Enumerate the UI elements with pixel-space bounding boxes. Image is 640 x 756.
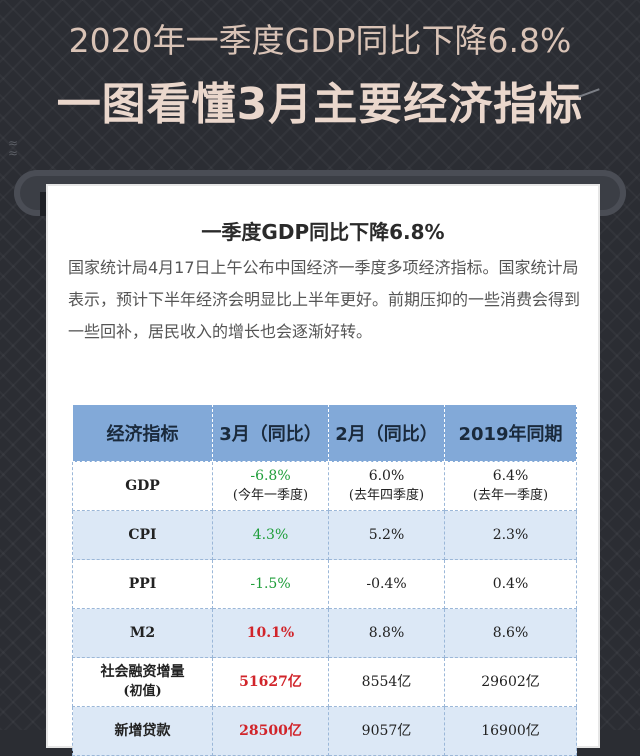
table-header-row: 经济指标 3月（同比） 2月（同比） 2019年同期 xyxy=(72,404,577,462)
card-title: 一季度GDP同比下降6.8% xyxy=(201,220,445,244)
row-name: GDP xyxy=(72,461,213,511)
table-row: 新增贷款 28500亿 9057亿 16900亿 xyxy=(72,706,577,756)
cell-2019: 6.4% (去年一季度) xyxy=(444,461,577,511)
cell-february: 6.0% (去年四季度) xyxy=(328,461,445,511)
cell-february: -0.4% xyxy=(328,559,445,609)
cell-march: 10.1% xyxy=(212,608,329,658)
cell-2019: 16900亿 xyxy=(444,706,577,756)
cell-february: 8554亿 xyxy=(328,657,445,707)
content-card: 一季度GDP同比下降6.8% 国家统计局4月17日上午公布中国经济一季度多项经济… xyxy=(48,186,598,756)
cell-2019: 2.3% xyxy=(444,510,577,560)
cell-march: 51627亿 xyxy=(212,657,329,707)
row-name: PPI xyxy=(72,559,213,609)
row-name: 新增贷款 xyxy=(72,706,213,756)
row-name: CPI xyxy=(72,510,213,560)
zigzag-decoration: ≈ ≈ xyxy=(8,136,19,160)
cell-february: 9057亿 xyxy=(328,706,445,756)
header-march: 3月（同比） xyxy=(212,404,329,462)
cell-february: 5.2% xyxy=(328,510,445,560)
table-row: M2 10.1% 8.8% 8.6% xyxy=(72,608,577,658)
cell-2019: 8.6% xyxy=(444,608,577,658)
cell-2019: 0.4% xyxy=(444,559,577,609)
cell-2019: 29602亿 xyxy=(444,657,577,707)
row-name: M2 xyxy=(72,608,213,658)
header-indicator: 经济指标 xyxy=(72,404,213,462)
table-row: 社会融资增量 (初值) 51627亿 8554亿 29602亿 xyxy=(72,657,577,707)
table-row: CPI 4.3% 5.2% 2.3% xyxy=(72,510,577,560)
cell-march: 28500亿 xyxy=(212,706,329,756)
header-february: 2月（同比） xyxy=(328,404,445,462)
headline-main: 一图看懂3月主要经济指标 xyxy=(56,79,584,130)
intro-paragraph: 国家统计局4月17日上午公布中国经济一季度多项经济指标。国家统计局表示，预计下半… xyxy=(68,258,581,341)
indicator-table: 经济指标 3月（同比） 2月（同比） 2019年同期 GDP -6.8% (今年一… xyxy=(72,404,577,756)
row-name: 社会融资增量 (初值) xyxy=(72,657,213,707)
cell-february: 8.8% xyxy=(328,608,445,658)
cell-march: -6.8% (今年一季度) xyxy=(212,461,329,511)
cell-march: -1.5% xyxy=(212,559,329,609)
header-2019: 2019年同期 xyxy=(444,404,577,462)
table-row: PPI -1.5% -0.4% 0.4% xyxy=(72,559,577,609)
table-row: GDP -6.8% (今年一季度) 6.0% (去年四季度) 6.4% (去年一季度) xyxy=(72,461,577,511)
cell-march: 4.3% xyxy=(212,510,329,560)
headline-top: 2020年一季度GDP同比下降6.8% xyxy=(68,21,572,60)
